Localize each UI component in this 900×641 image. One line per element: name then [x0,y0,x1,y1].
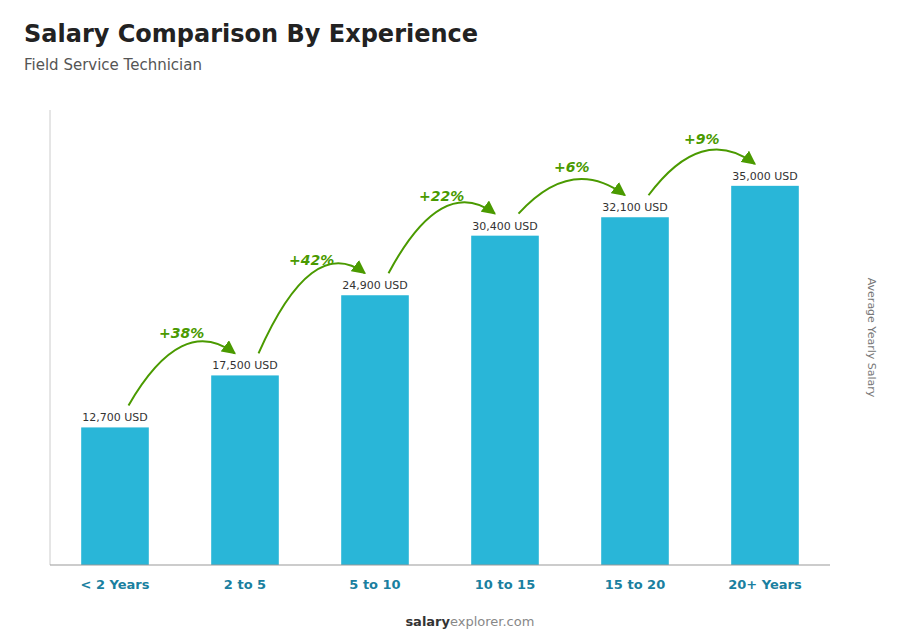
footer: explorer.com [450,614,534,629]
change-label: +38% [159,325,204,341]
x-axis-line [50,565,830,566]
x-tick-label: < 2 Years [81,577,150,592]
title: Salary Comparison By Experience [24,20,478,48]
x-tick-label: 5 to 10 [349,577,400,592]
bar [341,295,409,565]
bar [471,236,539,565]
change-arrow [649,149,755,195]
data-label: 24,900 USD [342,279,408,292]
footer: salary [405,614,450,629]
data-label: 17,500 USD [212,359,278,372]
y-axis-line [50,110,51,565]
change-arrow [129,341,235,405]
change-label: +9% [684,131,720,147]
data-label: 35,000 USD [732,170,798,183]
change-arrow [519,179,625,214]
data-label: 32,100 USD [602,201,668,214]
bar [601,217,669,565]
bars [81,186,799,565]
change-label: +6% [554,159,590,175]
change-arrow [389,202,495,273]
bar [731,186,799,565]
y-axis-label: Average Yearly Salary [865,278,878,398]
data-label: 30,400 USD [472,220,538,233]
bar [211,375,279,565]
x-tick-label: 15 to 20 [605,577,665,592]
data-label: 12,700 USD [82,411,148,424]
change-arrow [259,263,365,353]
bar [81,427,149,565]
x-tick-label: 20+ Years [728,577,802,592]
change-label: +22% [419,188,464,204]
change-label: +42% [289,252,334,268]
subtitle: Field Service Technician [24,56,202,74]
x-tick-label: 2 to 5 [224,577,266,592]
chart-container: Salary Comparison By Experience Field Ser… [0,0,900,641]
chart: Salary Comparison By Experience Field Ser… [0,0,900,641]
x-tick-label: 10 to 15 [475,577,535,592]
